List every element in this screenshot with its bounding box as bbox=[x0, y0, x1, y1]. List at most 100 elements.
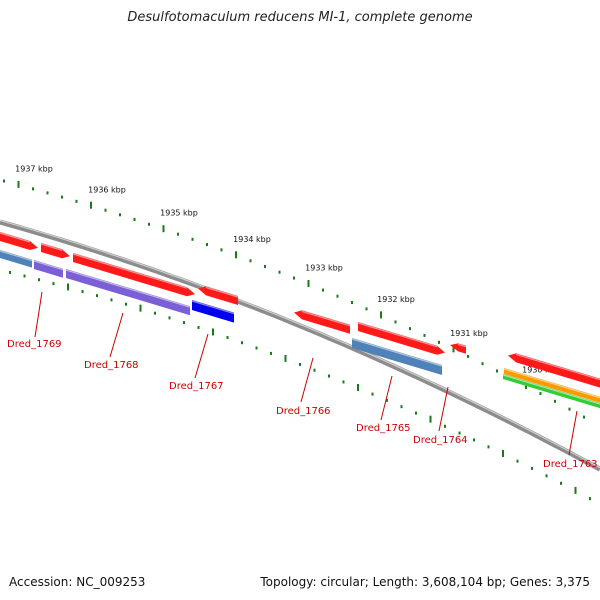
major-tick bbox=[284, 354, 287, 362]
minor-tick bbox=[220, 248, 223, 252]
minor-tick bbox=[386, 398, 388, 402]
major-tick bbox=[90, 201, 92, 209]
minor-tick bbox=[293, 276, 295, 280]
minor-tick bbox=[9, 270, 11, 274]
leader-line bbox=[380, 375, 393, 421]
feature-band bbox=[503, 368, 600, 403]
leader-line bbox=[194, 333, 209, 379]
gene-label: Dred_1763 bbox=[543, 459, 598, 470]
kbp-label: 1933 kbp bbox=[305, 264, 343, 273]
minor-tick bbox=[415, 411, 417, 415]
gene-label: Dred_1766 bbox=[276, 406, 331, 417]
gene-arrow bbox=[508, 353, 600, 388]
minor-tick bbox=[197, 325, 200, 329]
minor-tick bbox=[351, 300, 353, 304]
minor-tick bbox=[473, 438, 475, 442]
minor-tick bbox=[177, 232, 179, 236]
feature-band bbox=[502, 374, 600, 409]
major-tick bbox=[502, 449, 504, 457]
backbone-highlight bbox=[0, 219, 600, 469]
kbp-label: 1935 kbp bbox=[160, 209, 198, 218]
gene-arrow bbox=[72, 253, 195, 297]
minor-tick bbox=[539, 392, 542, 396]
major-tick bbox=[139, 304, 142, 312]
kbp-ruler: 1937 kbp 1936 kbp 1935 kbp 1934 kbp 1933 kbp… bbox=[3, 164, 591, 501]
minor-tick bbox=[328, 374, 330, 378]
minor-tick bbox=[342, 380, 345, 384]
minor-tick bbox=[568, 407, 571, 411]
minor-tick bbox=[249, 259, 252, 263]
minor-tick bbox=[125, 302, 127, 306]
minor-tick bbox=[467, 354, 469, 358]
minor-tick bbox=[545, 474, 548, 478]
minor-tick bbox=[133, 217, 136, 221]
minor-tick bbox=[148, 222, 150, 226]
kbp-label: 1931 kbp bbox=[450, 329, 488, 338]
minor-tick bbox=[23, 274, 26, 278]
minor-tick bbox=[583, 415, 585, 419]
major-tick bbox=[162, 225, 165, 233]
minor-tick bbox=[154, 311, 156, 315]
gene-arrow bbox=[40, 243, 70, 259]
major-tick bbox=[429, 415, 432, 423]
minor-tick bbox=[299, 363, 301, 366]
gene-arrow bbox=[294, 310, 351, 334]
gene-label: Dred_1768 bbox=[84, 360, 139, 371]
minor-tick bbox=[531, 466, 533, 470]
minor-tick bbox=[61, 195, 63, 199]
feature-band bbox=[351, 338, 443, 375]
minor-tick bbox=[423, 333, 426, 337]
genome-backbone bbox=[0, 219, 600, 472]
gene-arrow bbox=[0, 232, 38, 250]
major-tick bbox=[380, 311, 382, 319]
minor-tick bbox=[554, 399, 556, 403]
major-tick bbox=[452, 345, 455, 353]
minor-tick bbox=[589, 497, 591, 501]
leader-line bbox=[300, 357, 314, 403]
minor-tick bbox=[32, 187, 34, 191]
kbp-label: 1932 kbp bbox=[377, 295, 415, 304]
feature-band bbox=[0, 250, 33, 268]
gene-label: Dred_1769 bbox=[7, 339, 62, 350]
minor-tick bbox=[255, 346, 258, 350]
minor-tick bbox=[487, 445, 490, 449]
minor-tick bbox=[371, 392, 374, 396]
minor-tick bbox=[52, 282, 55, 286]
minor-tick bbox=[168, 316, 171, 320]
minor-tick bbox=[394, 320, 397, 324]
minor-tick bbox=[444, 424, 446, 428]
minor-tick bbox=[46, 191, 49, 195]
minor-tick bbox=[365, 307, 368, 311]
map-title: Desulfotomaculum reducens MI-1, complete… bbox=[127, 10, 473, 25]
minor-tick bbox=[400, 405, 403, 409]
minor-tick bbox=[278, 270, 281, 274]
minor-tick bbox=[241, 341, 243, 345]
major-tick bbox=[67, 283, 69, 291]
kbp-label: 1930 kbp bbox=[522, 365, 560, 374]
minor-tick bbox=[481, 362, 484, 366]
minor-tick bbox=[409, 327, 411, 331]
gene-label: Dred_1767 bbox=[169, 381, 224, 392]
kbp-label: 1934 kbp bbox=[233, 235, 271, 244]
minor-tick bbox=[458, 431, 461, 435]
gene-label: Dred_1764 bbox=[413, 435, 468, 446]
minor-tick bbox=[270, 351, 272, 355]
minor-tick bbox=[3, 179, 5, 183]
backbone-line bbox=[0, 219, 600, 472]
leader-line bbox=[34, 291, 43, 338]
gene-arrow bbox=[198, 286, 239, 305]
kbp-label: 1936 kbp bbox=[88, 185, 126, 194]
feature-band bbox=[65, 269, 191, 316]
major-tick bbox=[307, 280, 310, 288]
minor-tick bbox=[206, 243, 208, 247]
gene-arrow bbox=[357, 322, 445, 355]
kbp-label: 1937 kbp bbox=[15, 164, 53, 173]
major-tick bbox=[235, 251, 237, 259]
major-tick bbox=[574, 486, 577, 494]
accession-text: Accession: NC_009253 bbox=[9, 575, 146, 589]
minor-tick bbox=[38, 278, 40, 282]
gene-labels: Dred_1769 Dred_1768 Dred_1767 Dred_1766 Dred… bbox=[7, 291, 598, 470]
feature-band bbox=[191, 300, 235, 323]
minor-tick bbox=[438, 340, 440, 344]
